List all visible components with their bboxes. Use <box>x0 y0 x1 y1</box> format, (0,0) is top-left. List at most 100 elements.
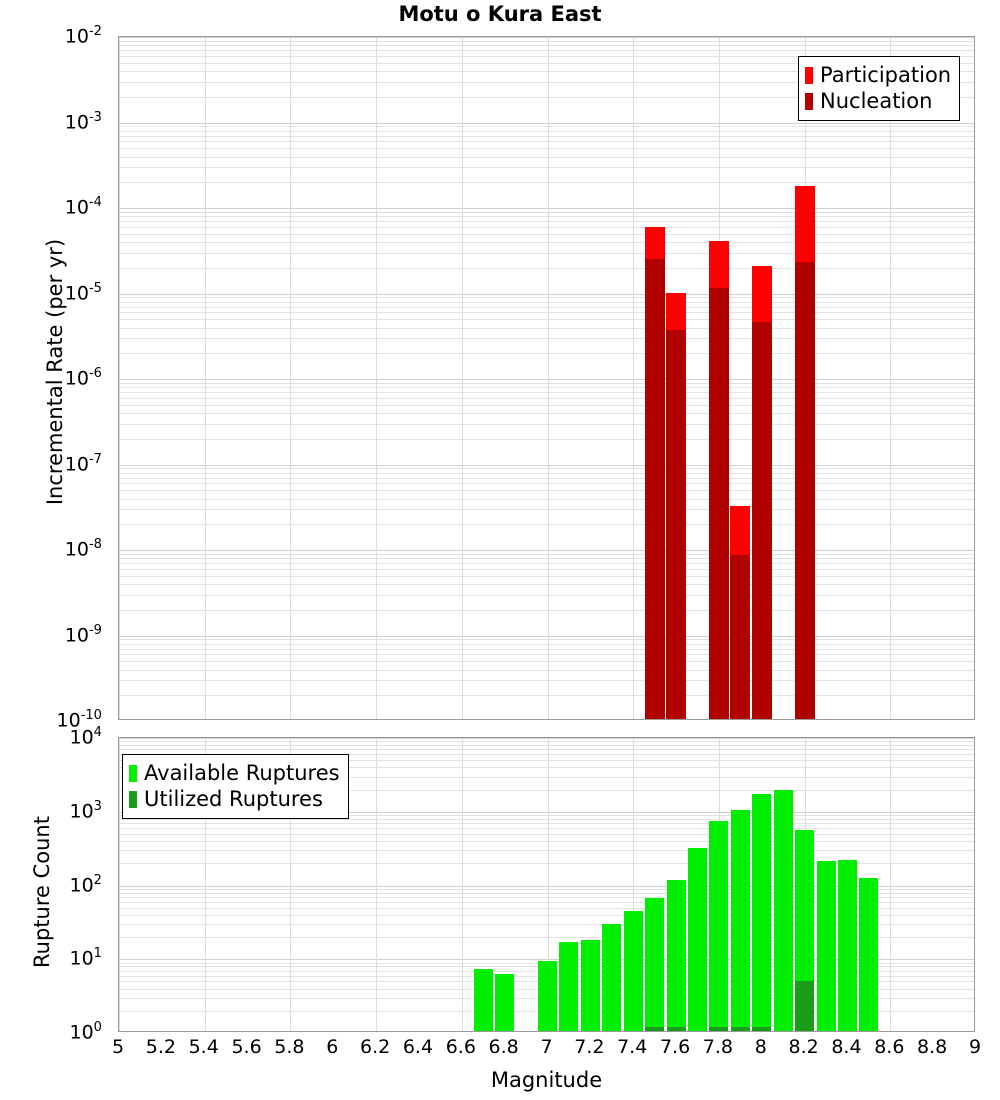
gridline-vertical <box>548 37 549 719</box>
gridline-vertical <box>205 37 206 719</box>
bottom-panel-bars <box>119 738 974 1031</box>
gridline-minor <box>119 760 974 761</box>
x-tick-label: 7.2 <box>574 1036 605 1058</box>
gridline-minor <box>119 297 974 298</box>
gridline-minor <box>119 141 974 142</box>
gridline-minor <box>119 398 974 399</box>
gridline-major <box>119 636 974 637</box>
gridline-major <box>119 812 974 813</box>
gridline-major <box>119 465 974 466</box>
x-tick-label: 8.8 <box>917 1036 948 1058</box>
gridline-minor <box>119 749 974 750</box>
gridline-major <box>119 37 974 38</box>
x-tick-label: 6.6 <box>445 1036 476 1058</box>
gridline-minor <box>119 850 974 851</box>
gridline-minor <box>119 312 974 313</box>
y-tick-label: 10-7 <box>64 451 102 475</box>
gridline-vertical <box>462 37 463 719</box>
bar <box>816 861 836 1031</box>
gridline-minor <box>119 767 974 768</box>
gridline-minor <box>119 670 974 671</box>
bar <box>709 820 729 1031</box>
gridline-vertical <box>890 37 891 719</box>
x-tick-label: 6 <box>326 1036 339 1058</box>
gridline-vertical <box>890 738 891 1031</box>
gridline-minor <box>119 387 974 388</box>
gridline-minor <box>119 828 974 829</box>
gridline-minor <box>119 45 974 46</box>
x-tick-label: 5.4 <box>188 1036 219 1058</box>
gridline-major <box>119 550 974 551</box>
x-tick-label: 8.2 <box>788 1036 819 1058</box>
gridline-major <box>119 123 974 124</box>
y-tick-label: 10-2 <box>64 24 102 48</box>
bar-segment <box>644 259 665 719</box>
gridline-minor <box>119 41 974 42</box>
gridline-minor <box>119 216 974 217</box>
bar <box>644 226 665 719</box>
gridline-minor <box>119 126 974 127</box>
bar-segment <box>795 981 815 1031</box>
gridline-minor <box>119 71 974 72</box>
x-tick-label: 6.4 <box>402 1036 434 1058</box>
gridline-minor <box>119 307 974 308</box>
bar <box>623 911 643 1031</box>
gridline-major <box>119 208 974 209</box>
gridline-minor <box>119 302 974 303</box>
x-tick-label: 6.8 <box>488 1036 519 1058</box>
gridline-minor <box>119 227 974 228</box>
gridline-vertical <box>548 738 549 1031</box>
x-tick-label: 8.6 <box>874 1036 905 1058</box>
x-tick-label: 5.2 <box>145 1036 176 1058</box>
gridline-minor <box>119 924 974 925</box>
gridline-major <box>119 294 974 295</box>
x-tick-label: 5 <box>111 1036 125 1058</box>
gridline-major <box>119 738 974 739</box>
bar-segment <box>730 554 751 719</box>
x-tick-label: 5.8 <box>274 1036 305 1058</box>
gridline-minor <box>119 595 974 596</box>
x-tick-label: 9 <box>968 1036 982 1058</box>
bar <box>794 186 815 719</box>
legend-item-utilized-ruptures: Utilized Ruptures <box>129 786 340 812</box>
bar <box>773 790 793 1031</box>
gridline-minor <box>119 157 974 158</box>
gridline-minor <box>119 212 974 213</box>
legend-item-nucleation: Nucleation <box>805 88 951 114</box>
bar <box>730 506 751 719</box>
gridline-minor <box>119 131 974 132</box>
legend-item-available-ruptures: Available Ruptures <box>129 760 340 786</box>
y-tick-label: 10-10 <box>56 708 102 732</box>
gridline-minor <box>119 136 974 137</box>
gridline-minor <box>119 823 974 824</box>
y-tick-label: 101 <box>69 946 102 970</box>
y-tick-label: 10-8 <box>64 537 102 561</box>
gridline-minor <box>119 56 974 57</box>
gridline-minor <box>119 473 974 474</box>
gridline-minor <box>119 319 974 320</box>
gridline-minor <box>119 893 974 894</box>
gridline-minor <box>119 148 974 149</box>
x-tick-label: 7.8 <box>702 1036 733 1058</box>
gridline-minor <box>119 424 974 425</box>
gridline-minor <box>119 754 974 755</box>
gridline-major <box>119 886 974 887</box>
gridline-vertical <box>633 37 634 719</box>
available-ruptures-swatch-icon <box>129 764 137 782</box>
gridline-minor <box>119 745 974 746</box>
bottom-panel-legend: Available Ruptures Utilized Ruptures <box>122 754 349 819</box>
gridline-minor <box>119 221 974 222</box>
bar-segment <box>666 1026 686 1031</box>
gridline-minor <box>119 558 974 559</box>
gridline-minor <box>119 554 974 555</box>
bar-segment <box>666 330 687 719</box>
y-tick-label: 10-6 <box>64 366 102 390</box>
utilized-ruptures-swatch-icon <box>129 790 137 808</box>
gridline-minor <box>119 63 974 64</box>
gridline-minor <box>119 413 974 414</box>
gridline-minor <box>119 834 974 835</box>
gridline-minor <box>119 563 974 564</box>
x-tick-label: 7.4 <box>617 1036 648 1058</box>
top-panel-bars <box>119 37 974 719</box>
gridline-minor <box>119 468 974 469</box>
